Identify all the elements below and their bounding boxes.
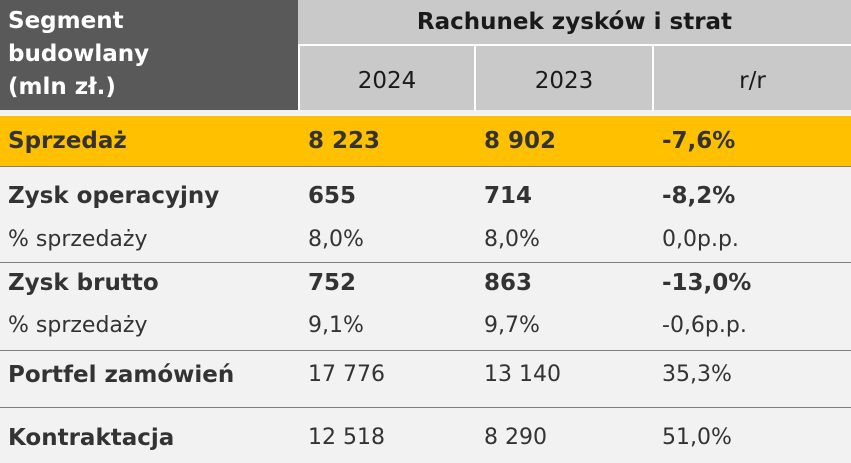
cell-value: 8,0% [484,227,540,252]
corner-header: Segment budowlany (mln zł.) [0,0,298,110]
column-header: r/r [652,44,851,110]
row-separator [0,166,851,167]
row-separator [0,262,851,263]
row-label: Kontraktacja [8,425,175,451]
row-label: % sprzedaży [8,313,148,338]
cell-value: 752 [308,270,357,296]
cell-value: 51,0% [662,425,732,450]
cell-value: 8 902 [484,128,557,154]
cell-value: -7,6% [662,128,736,154]
row-separator [0,407,851,408]
cell-value: 0,0p.p. [662,227,739,252]
corner-line: (mln zł.) [8,74,116,100]
cell-value: 8 223 [308,128,381,154]
column-header: 2023 [474,44,652,110]
cell-value: -8,2% [662,183,736,209]
row-label: Zysk operacyjny [8,183,220,209]
cell-value: 9,1% [308,313,364,338]
row-label: Portfel zamówień [8,362,235,388]
highlight-band [0,116,851,166]
cell-value: 8 290 [484,425,547,450]
cell-value: 13 140 [484,362,561,387]
column-header: 2024 [298,44,474,110]
cell-value: 655 [308,183,357,209]
corner-line: Segment [8,8,124,34]
cell-value: 714 [484,183,533,209]
cell-value: 863 [484,270,533,296]
row-label: Zysk brutto [8,270,159,296]
cell-value: 8,0% [308,227,364,252]
row-label: % sprzedaży [8,227,148,252]
corner-line: budowlany [8,41,150,67]
table-title: Rachunek zysków i strat [298,0,851,44]
cell-value: 12 518 [308,425,385,450]
cell-value: 9,7% [484,313,540,338]
cell-value: -0,6p.p. [662,313,747,338]
cell-value: -13,0% [662,270,752,296]
cell-value: 35,3% [662,362,732,387]
cell-value: 17 776 [308,362,385,387]
row-label: Sprzedaż [8,128,127,154]
row-separator [0,350,851,351]
